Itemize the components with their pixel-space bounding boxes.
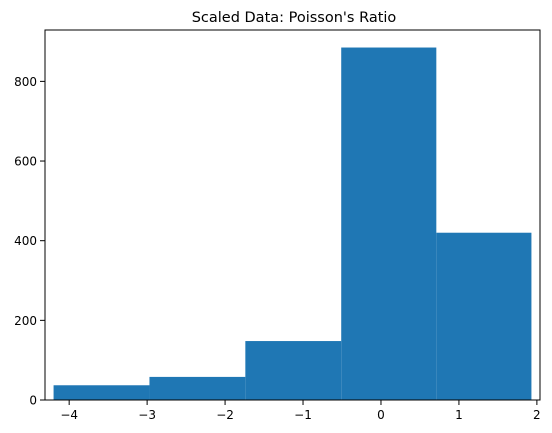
x-tick-label: 0 (377, 408, 385, 422)
histogram-bar-2 (149, 376, 246, 400)
x-tick-label: −3 (138, 408, 156, 422)
plot-frame (44, 29, 541, 401)
histogram-bar-4 (341, 47, 437, 400)
y-tick-label: 600 (14, 155, 37, 169)
bars-group (53, 47, 532, 400)
x-axis: −4 −3 −2 −1 0 1 2 (60, 400, 541, 422)
x-tick-label: 1 (455, 408, 463, 422)
y-tick-label: 0 (29, 394, 37, 408)
histogram-bar-5 (436, 232, 532, 400)
x-tick-label: 2 (533, 408, 541, 422)
x-tick-label: −4 (60, 408, 78, 422)
chart-title: Scaled Data: Poisson's Ratio (192, 10, 397, 26)
y-tick-label: 400 (14, 234, 37, 248)
histogram-bar-1 (53, 385, 150, 400)
y-axis: 0 200 400 600 800 (14, 75, 45, 408)
x-tick-label: −2 (216, 408, 234, 422)
x-tick-label: −1 (294, 408, 312, 422)
histogram-bar-3 (245, 341, 342, 400)
y-tick-label: 800 (14, 75, 37, 89)
y-tick-label: 200 (14, 314, 37, 328)
